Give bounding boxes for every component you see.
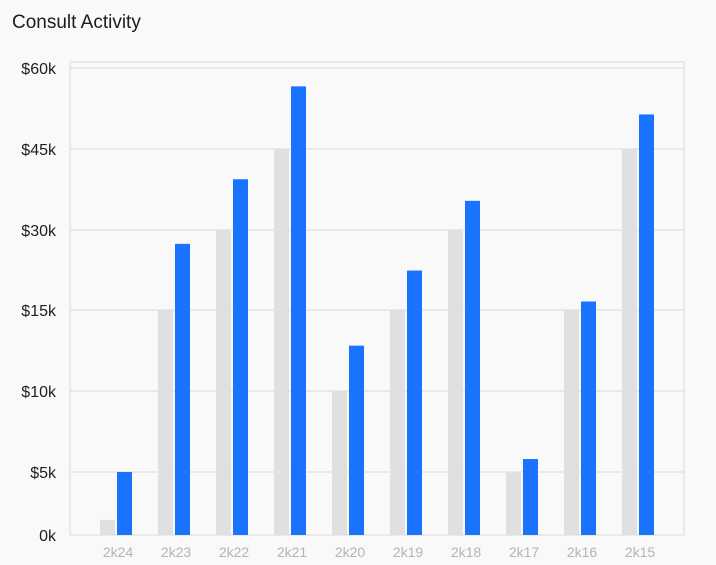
- bar-series0: [332, 391, 347, 535]
- y-tick-label: $15k: [21, 303, 57, 320]
- bar-series0: [100, 519, 115, 535]
- bar-series1: [581, 301, 596, 535]
- x-tick-label: 2k19: [393, 544, 424, 560]
- bar-series1: [523, 459, 538, 535]
- bar-series1: [175, 243, 190, 535]
- chart-title: Consult Activity: [12, 12, 141, 33]
- bar-series0: [448, 230, 463, 535]
- plot-frame: [69, 61, 685, 536]
- bar-series0: [158, 310, 173, 535]
- y-tick-label: $45k: [21, 142, 57, 159]
- bar-series1: [349, 345, 364, 535]
- y-tick-label: $60k: [21, 61, 57, 78]
- bar-series1: [639, 114, 654, 535]
- x-tick-label: 2k24: [103, 544, 134, 560]
- bar-series1: [291, 86, 306, 536]
- y-tick-label: $30k: [21, 223, 57, 240]
- x-tick-label: 2k20: [335, 544, 366, 560]
- bar-series1: [465, 200, 480, 535]
- bar-series1: [407, 270, 422, 535]
- x-tick-label: 2k17: [509, 544, 540, 560]
- bar-series0: [390, 310, 405, 535]
- y-tick-label: $5k: [30, 465, 57, 482]
- y-tick-label: $10k: [21, 384, 57, 401]
- bar-series0: [506, 472, 521, 535]
- bar-series1: [117, 472, 132, 535]
- x-tick-label: 2k18: [451, 544, 482, 560]
- bar-series0: [564, 310, 579, 535]
- x-tick-label: 2k15: [625, 544, 656, 560]
- y-tick-label: 0k: [39, 528, 57, 545]
- bar-series0: [274, 149, 289, 535]
- bar-series1: [233, 179, 248, 536]
- x-tick-label: 2k21: [277, 544, 308, 560]
- x-tick-label: 2k22: [219, 544, 250, 560]
- bar-series0: [216, 230, 231, 535]
- x-tick-label: 2k23: [161, 544, 192, 560]
- bar-series0: [622, 149, 637, 535]
- x-tick-label: 2k16: [567, 544, 598, 560]
